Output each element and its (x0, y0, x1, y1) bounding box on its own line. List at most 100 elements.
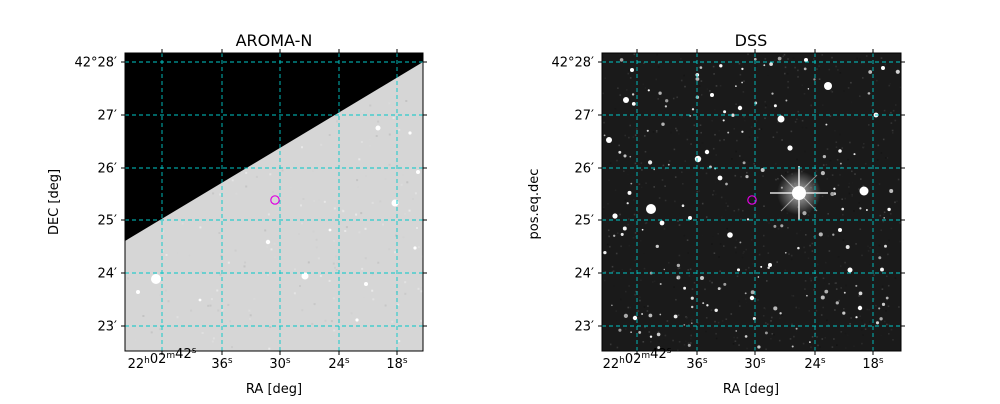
star (655, 244, 659, 249)
star (623, 313, 629, 318)
star (658, 91, 662, 95)
source (328, 228, 332, 232)
dec-tick-label: 26′ (98, 162, 118, 177)
star (842, 311, 846, 315)
source (355, 318, 359, 322)
dec-tick-label: 25′ (575, 214, 595, 229)
star (853, 153, 856, 156)
star (780, 224, 784, 228)
star (691, 322, 693, 324)
source (136, 290, 140, 294)
star (727, 131, 730, 134)
star (661, 122, 665, 126)
star (695, 77, 700, 81)
star (757, 276, 760, 278)
ra-seconds: 18 (862, 357, 879, 372)
star (889, 189, 894, 193)
star (690, 296, 694, 300)
unit-symbol: s (761, 356, 766, 366)
star (648, 313, 653, 318)
star (663, 268, 666, 271)
star (887, 207, 891, 212)
star (824, 82, 832, 90)
star (710, 93, 714, 97)
unit-symbol: s (228, 356, 233, 366)
unit-symbol: s (821, 356, 826, 366)
ra-tick-label: 30s (269, 356, 291, 372)
unit-symbol: s (286, 356, 291, 366)
source (364, 282, 368, 286)
x-axis-label: RA [deg] (723, 382, 779, 397)
star (820, 171, 825, 176)
star (623, 97, 629, 103)
star (659, 313, 662, 316)
source (265, 239, 271, 245)
star (777, 115, 785, 123)
dss-background (602, 53, 901, 351)
star (653, 168, 656, 171)
ra-tick-label: 30s (744, 356, 766, 372)
star (857, 305, 863, 311)
star (809, 341, 811, 343)
source (391, 199, 399, 207)
star (779, 312, 782, 315)
star (649, 335, 653, 338)
ra-tick-label: 24s (328, 356, 350, 372)
star (760, 168, 765, 172)
y-axis-label: DEC [deg] (47, 169, 62, 235)
unit-symbol: s (703, 356, 708, 366)
star (745, 175, 749, 179)
star (744, 335, 748, 338)
star (699, 275, 705, 281)
masked-region (125, 53, 423, 241)
star (825, 123, 828, 126)
star (784, 251, 787, 254)
star (623, 154, 627, 158)
star (785, 99, 788, 102)
star (773, 306, 778, 311)
ra-seconds: 36 (686, 357, 703, 372)
star (881, 66, 885, 70)
star (646, 204, 656, 214)
star (750, 290, 755, 295)
ra-tick-label: 24s (804, 356, 826, 372)
star (641, 228, 644, 231)
axes-frame (601, 52, 902, 352)
unit-symbol: m (166, 351, 175, 361)
source (416, 170, 420, 174)
dec-tick-label: 27′ (575, 109, 595, 124)
star (683, 286, 687, 290)
star (676, 263, 681, 268)
ra-tick-label: 22h02m42s (603, 346, 672, 372)
star (613, 234, 616, 237)
star (618, 328, 622, 332)
axis-ticks (598, 49, 905, 355)
star (843, 291, 846, 294)
target-marker (270, 195, 280, 205)
ra-seconds: 24 (804, 357, 821, 372)
ra-hours: 22 (603, 357, 620, 372)
unit-symbol: s (345, 356, 350, 366)
star (839, 162, 842, 165)
y-axis-label: pos.eq.dec (527, 169, 542, 240)
unit-symbol: m (641, 351, 650, 361)
star (838, 149, 842, 153)
star (855, 284, 858, 287)
star (723, 110, 727, 114)
star (723, 282, 727, 286)
target-marker (747, 195, 757, 205)
star (630, 68, 634, 72)
star (795, 327, 798, 330)
dec-tick-label: 24′ (98, 267, 118, 282)
star (771, 92, 774, 95)
unit-symbol: s (403, 356, 408, 366)
star (735, 330, 737, 332)
axes-frame (124, 52, 424, 352)
dec-tick-label: 23′ (98, 320, 118, 335)
star (699, 66, 703, 69)
star (629, 155, 632, 158)
star (687, 343, 691, 347)
unit-symbol: h (619, 356, 625, 366)
star (691, 108, 695, 111)
